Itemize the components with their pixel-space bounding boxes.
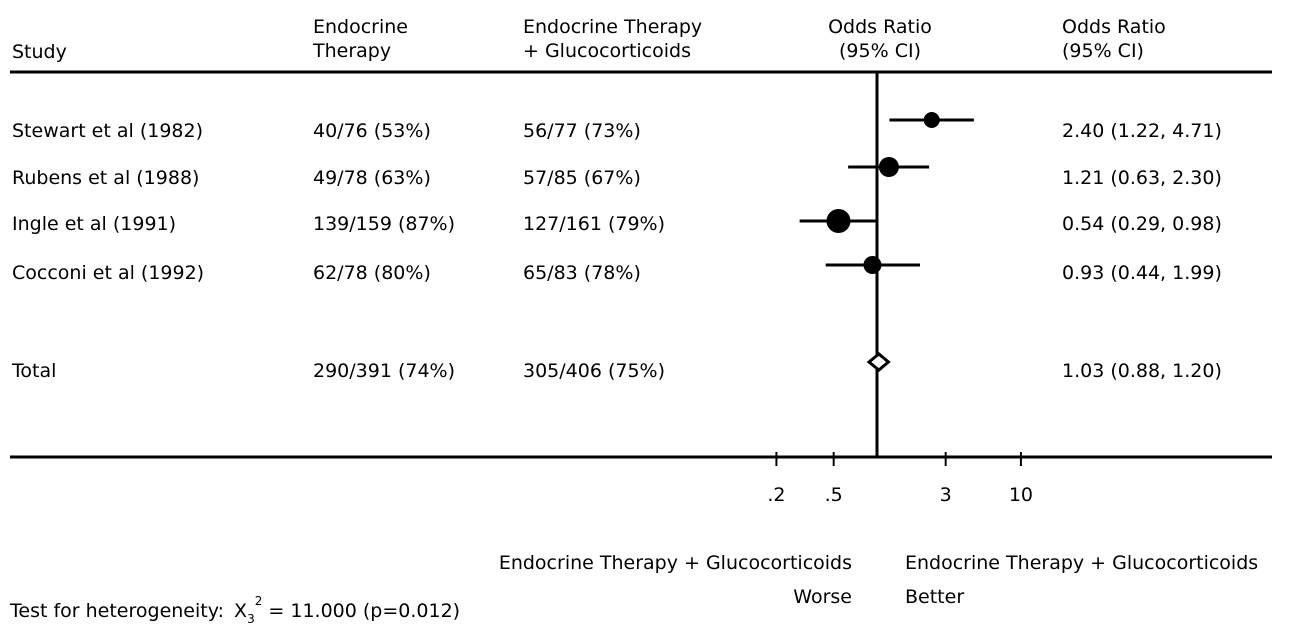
chi-subscript: 3 — [247, 612, 255, 626]
row-group2-value: 56/77 (73%) — [523, 120, 641, 142]
point-estimate — [878, 157, 899, 177]
x-tick-label: 10 — [1009, 484, 1033, 506]
x-tick-label: 3 — [940, 484, 952, 506]
row-ci-text: 2.40 (1.22, 4.71) — [1062, 120, 1222, 142]
row-ci-text: 0.54 (0.29, 0.98) — [1062, 213, 1222, 235]
x-tick-label: .2 — [767, 484, 785, 506]
total-group2-value: 305/406 (75%) — [523, 360, 666, 382]
row-ci-text: 0.93 (0.44, 1.99) — [1062, 262, 1222, 284]
x-tick-label: .5 — [825, 484, 843, 506]
heterogeneity-prefix: Test for heterogeneity: — [10, 600, 224, 622]
heterogeneity-value: = 11.000 (p=0.012) — [268, 600, 461, 622]
header-odds-ratio-plot: Odds Ratio (95% CI) — [828, 16, 932, 62]
worse-label-line2: Worse — [793, 586, 852, 608]
header-odds-ratio-text: Odds Ratio (95% CI) — [1062, 16, 1166, 62]
total-ci-text: 1.03 (0.88, 1.20) — [1062, 360, 1222, 382]
total-group1-value: 290/391 (74%) — [313, 360, 456, 382]
heterogeneity-test: Test for heterogeneity: X3 2 = 11.000 (p=… — [10, 594, 461, 626]
worse-label-line1: Endocrine Therapy + Glucocorticoids — [498, 552, 852, 574]
header-study: Study — [12, 41, 67, 63]
row-group1-value: 49/78 (63%) — [313, 167, 431, 189]
row-group1-value: 139/159 (87%) — [313, 213, 456, 235]
row-study-label: Cocconi et al (1992) — [12, 262, 205, 284]
point-estimate — [863, 256, 882, 274]
row-group1-value: 62/78 (80%) — [313, 262, 431, 284]
point-estimate — [826, 209, 851, 233]
chi-symbol: X — [234, 600, 248, 622]
row-group2-value: 127/161 (79%) — [523, 213, 666, 235]
better-label-line1: Endocrine Therapy + Glucocorticoids — [905, 552, 1259, 574]
header-endocrine-therapy: Endocrine Therapy — [313, 16, 408, 62]
row-group2-value: 65/83 (78%) — [523, 262, 641, 284]
row-group1-value: 40/76 (53%) — [313, 120, 431, 142]
better-label-line2: Better — [905, 586, 965, 608]
row-study-label: Ingle et al (1991) — [12, 213, 177, 235]
row-study-label: Rubens et al (1988) — [12, 167, 200, 189]
total-diamond — [866, 352, 891, 372]
total-label: Total — [12, 360, 57, 382]
chi-superscript: 2 — [254, 594, 263, 608]
row-study-label: Stewart et al (1982) — [12, 120, 204, 142]
header-endocrine-glucocorticoids: Endocrine Therapy + Glucocorticoids — [523, 16, 703, 62]
row-ci-text: 1.21 (0.63, 2.30) — [1062, 167, 1222, 189]
point-estimate — [923, 112, 940, 128]
row-group2-value: 57/85 (67%) — [523, 167, 641, 189]
